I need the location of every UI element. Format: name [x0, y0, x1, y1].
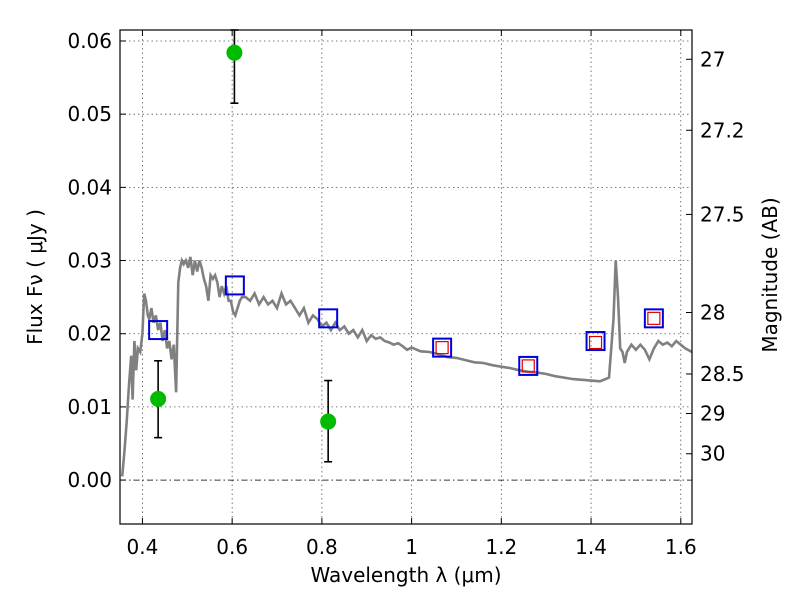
series-layer	[120, 29, 693, 477]
x-axis-label: Wavelength λ (μm)	[310, 563, 501, 587]
x-tick-label: 0.4	[127, 535, 159, 559]
y-tick-label: 0.06	[67, 29, 112, 53]
model-band-square	[585, 331, 606, 352]
y-tick-label: 0.05	[67, 102, 112, 126]
y-tick-label: 0.03	[67, 249, 112, 273]
y-tick-label: 0.02	[67, 322, 112, 346]
right-tick-label: 27.5	[700, 202, 745, 226]
model-band-square	[518, 355, 539, 376]
grid	[120, 30, 692, 524]
right-tick-label: 29	[700, 401, 725, 425]
model-band-square	[432, 337, 453, 358]
y-tick-label: 0.00	[67, 468, 112, 492]
right-tick-label: 30	[700, 442, 725, 466]
model-band-square-inner	[588, 335, 603, 350]
model-band-square-inner	[435, 341, 449, 355]
y-axis-label: Flux Fν ( μJy )	[23, 209, 47, 345]
x-tick-label: 0.8	[306, 535, 338, 559]
right-tick-label: 28.5	[700, 362, 745, 386]
observed-flux-point	[226, 44, 243, 61]
right-tick-label: 27	[700, 47, 725, 71]
model-band-square	[643, 308, 664, 329]
x-tick-label: 1.4	[575, 535, 607, 559]
x-tick-label: 1	[405, 535, 418, 559]
y-tick-label: 0.04	[67, 175, 112, 199]
x-tick-label: 1.6	[665, 535, 697, 559]
x-tick-label: 0.6	[216, 535, 248, 559]
model-band-square-inner	[521, 359, 535, 373]
right-tick-label: 28	[700, 300, 725, 324]
model-band-square-inner	[647, 311, 661, 325]
right-tick-label: 27.2	[700, 118, 745, 142]
y-axis-label-right: Magnitude (AB)	[758, 197, 782, 352]
x-tick-label: 1.2	[485, 535, 517, 559]
model-band-square	[224, 275, 245, 296]
y-tick-label: 0.01	[67, 395, 112, 419]
observed-flux-point	[150, 390, 167, 407]
model-spectrum-line	[120, 256, 693, 477]
axis-ticks: 0.4 0.6 0.8 1 1.2 1.4 1.6 0.00 0.01 0.02 0.03 0.04 0…	[67, 29, 744, 559]
model-band-square	[318, 308, 339, 329]
observed-flux-point	[320, 413, 337, 430]
plot-frame	[119, 29, 693, 525]
model-band-square	[148, 320, 169, 341]
